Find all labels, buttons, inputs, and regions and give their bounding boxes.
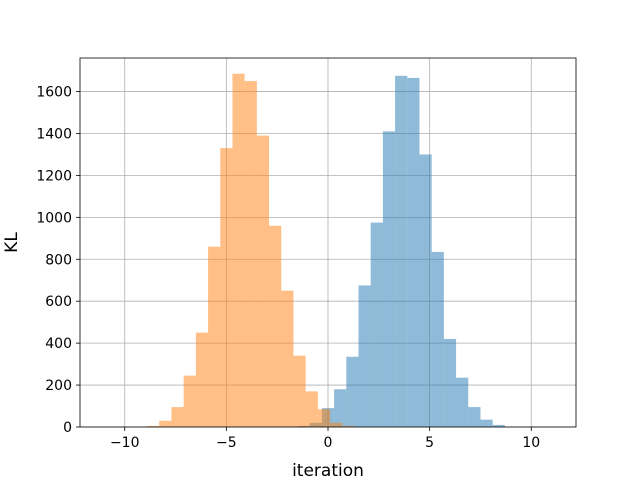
histogram-bar — [395, 75, 408, 428]
histogram-bar — [419, 154, 432, 427]
y-tick-label: 600 — [45, 294, 72, 310]
histogram-bar — [480, 419, 493, 427]
x-tick-label: 5 — [425, 435, 434, 451]
y-tick-label: 400 — [45, 336, 72, 352]
y-tick-label: 1200 — [36, 168, 72, 184]
histogram-bar — [334, 389, 347, 427]
grid-lines — [80, 58, 576, 428]
y-tick-label: 1600 — [36, 85, 72, 101]
y-tick-label: 1400 — [36, 126, 72, 142]
x-axis-label: iteration — [292, 461, 364, 480]
histogram-bar — [330, 422, 343, 427]
histogram-bar — [342, 425, 355, 427]
x-tick-label: −5 — [216, 435, 237, 451]
x-axis-ticks: −10 −5 0 5 10 — [110, 427, 540, 451]
histogram-bar — [147, 425, 160, 427]
histogram-bar — [183, 375, 196, 427]
series-0 — [297, 75, 505, 428]
y-axis-ticks: 0 200 400 600 800 1000 1200 1400 1600 — [36, 85, 80, 436]
histogram-bar — [281, 290, 294, 427]
histogram-bar — [256, 135, 270, 428]
histogram-bar — [220, 148, 233, 427]
series-1 — [147, 73, 355, 428]
histogram-bar — [407, 77, 420, 428]
histogram-bar — [431, 251, 444, 427]
y-tick-label: 200 — [45, 378, 72, 394]
histogram-bar — [443, 338, 457, 427]
histogram-bar — [305, 391, 318, 427]
histogram-bar — [346, 356, 359, 427]
histogram-bar — [492, 424, 505, 427]
histogram-bar — [208, 246, 221, 427]
histogram-bar — [159, 420, 172, 427]
histogram-bar — [232, 73, 245, 428]
histogram-bar — [195, 332, 209, 427]
y-axis-label: KL — [2, 232, 22, 253]
histogram-bar — [468, 407, 481, 427]
histogram-bar — [382, 131, 396, 427]
histogram-bar — [171, 407, 184, 427]
y-tick-label: 800 — [45, 252, 72, 268]
x-tick-label: 0 — [324, 435, 333, 451]
x-tick-label: 10 — [522, 435, 540, 451]
histogram-bar — [293, 355, 306, 427]
histogram-bar — [358, 285, 371, 427]
histogram-bar — [269, 225, 282, 427]
histogram-bar — [317, 409, 331, 427]
x-tick-label: −10 — [110, 435, 140, 451]
histogram-bars — [147, 73, 505, 428]
histogram-bar — [456, 377, 469, 427]
y-tick-label: 0 — [63, 420, 72, 436]
histogram-bar — [244, 81, 257, 427]
histogram-bar — [370, 222, 383, 427]
y-tick-label: 1000 — [36, 210, 72, 226]
